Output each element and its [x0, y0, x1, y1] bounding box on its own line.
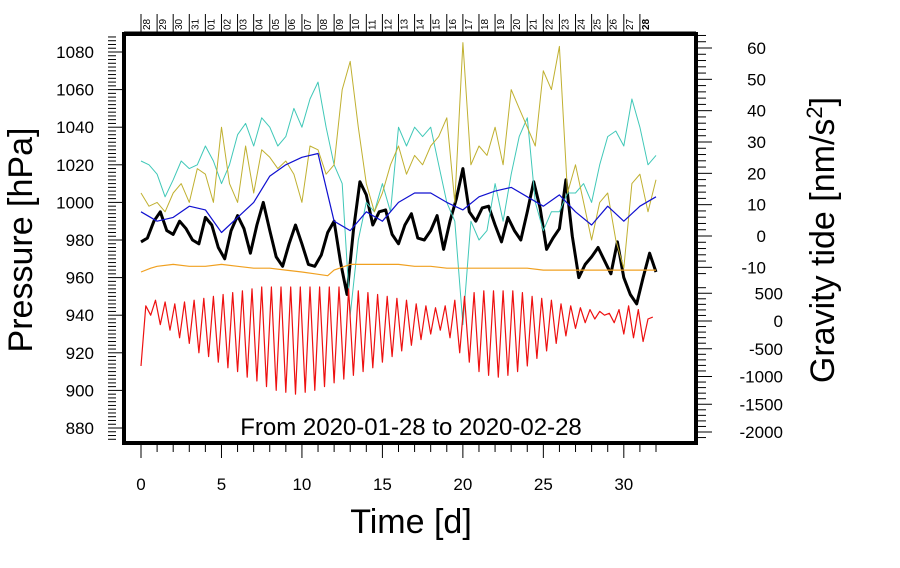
y2-tick-label: 500: [755, 284, 783, 303]
y2-axis-label-end: ]: [804, 97, 842, 106]
series-line-3: [140, 152, 657, 234]
x-tick-label: 25: [534, 475, 553, 494]
y2-tick-label: 30: [747, 133, 766, 152]
chart-title: From 2020-01-28 to 2020-02-28: [240, 414, 582, 441]
series-line-2: [140, 42, 657, 269]
y2-tick-label: -1500: [740, 395, 783, 414]
y2-tick-label: 50: [747, 70, 766, 89]
plot-frame: [122, 32, 698, 445]
x-tick-label: 10: [292, 475, 311, 494]
x-axis-label: Time [d]: [350, 503, 472, 541]
y-axis-right: 60 50 40 30 20 10 0 -10 500 0 -500 -1000 -1500 -2000: [698, 34, 783, 442]
y-tick-label: 1080: [56, 43, 94, 62]
date-tick-label: 21: [528, 18, 539, 30]
date-tick-label: 30: [174, 18, 185, 30]
date-tick-label: 28: [641, 18, 652, 30]
y2-axis-label-main: Gravity tide [nm/s: [804, 119, 842, 384]
y2-tick-label: 60: [747, 39, 766, 58]
date-tick-label: 11: [367, 19, 378, 30]
date-tick-label: 12: [383, 18, 394, 30]
y2-tick-label: 0: [757, 227, 766, 246]
date-tick-label: 10: [351, 18, 362, 30]
y-tick-label: 900: [66, 381, 94, 400]
x-tick-label: 5: [217, 475, 226, 494]
date-tick-label: 06: [287, 18, 298, 30]
y-tick-label: 940: [66, 306, 94, 325]
date-tick-label: 22: [544, 18, 555, 30]
date-tick-label: 20: [512, 18, 523, 30]
date-tick-label: 19: [496, 18, 507, 30]
y2-tick-label: 10: [747, 196, 766, 215]
date-tick-label: 25: [593, 18, 604, 30]
series-group: [140, 42, 658, 395]
series-line-4: [140, 263, 656, 277]
date-tick-label: 05: [271, 18, 282, 30]
date-tick-label: 17: [464, 18, 475, 30]
date-tick-label: 26: [609, 18, 620, 30]
date-tick-label: 02: [222, 18, 233, 30]
series-line-0: [140, 167, 658, 306]
y2-tick-label: -500: [749, 340, 783, 359]
y2-tick-label: -1000: [740, 368, 783, 387]
y2-tick-label: -2000: [740, 423, 783, 442]
x-tick-label: 20: [453, 475, 472, 494]
date-tick-label: 09: [335, 18, 346, 30]
date-tick-label: 31: [190, 18, 201, 30]
date-tick-label: 04: [255, 18, 266, 30]
y2-axis-label: Gravity tide [nm/s2]: [802, 97, 842, 383]
series-line-1: [140, 81, 657, 326]
y-tick-label: 980: [66, 231, 94, 250]
x-tick-label: 30: [614, 475, 633, 494]
y-tick-label: 1000: [56, 193, 94, 212]
y2-tick-label: 20: [747, 164, 766, 183]
y-tick-label: 880: [66, 419, 94, 438]
date-tick-label: 01: [206, 18, 217, 30]
date-tick-label: 18: [480, 18, 491, 30]
date-tick-label: 27: [625, 18, 636, 30]
x-tick-label: 15: [373, 475, 392, 494]
date-tick-label: 14: [416, 18, 427, 30]
y2-tick-label: 40: [747, 102, 766, 121]
y-axis-label: Pressure [hPa]: [2, 128, 40, 353]
y-tick-label: 1020: [56, 156, 94, 175]
date-tick-label: 29: [158, 18, 169, 30]
date-tick-label: 13: [400, 18, 411, 30]
y2-tick-label: -10: [741, 258, 766, 277]
date-tick-label: 23: [560, 18, 571, 30]
date-tick-label: 16: [448, 18, 459, 30]
plot-area: [122, 32, 698, 445]
y-tick-label: 1060: [56, 81, 94, 100]
series-line-5: [140, 286, 654, 395]
date-tick-label: 08: [319, 18, 330, 30]
y-tick-label: 1040: [56, 118, 94, 137]
date-tick-label: 07: [303, 18, 314, 30]
y2-tick-label: 0: [774, 312, 783, 331]
y2-axis-label-sup: 2: [802, 106, 827, 118]
date-tick-label: 03: [239, 18, 250, 30]
date-tick-label: 15: [432, 18, 443, 30]
top-date-axis: 28 29 30 31 01 02 03 04 05 06 07 08 09 10 11 12 13 14 15 16…: [124, 14, 696, 33]
date-tick-label: 24: [577, 18, 588, 30]
x-axis-bottom: 0 5 10 15 20 25 30: [136, 445, 657, 494]
x-tick-label: 0: [136, 475, 145, 494]
y-tick-label: 920: [66, 344, 94, 363]
y-tick-label: 960: [66, 269, 94, 288]
date-tick-label: 28: [142, 18, 153, 30]
y-axis-left: 880 900 920 940 960 980 1000 1020 1040 1060 1080: [56, 36, 122, 440]
